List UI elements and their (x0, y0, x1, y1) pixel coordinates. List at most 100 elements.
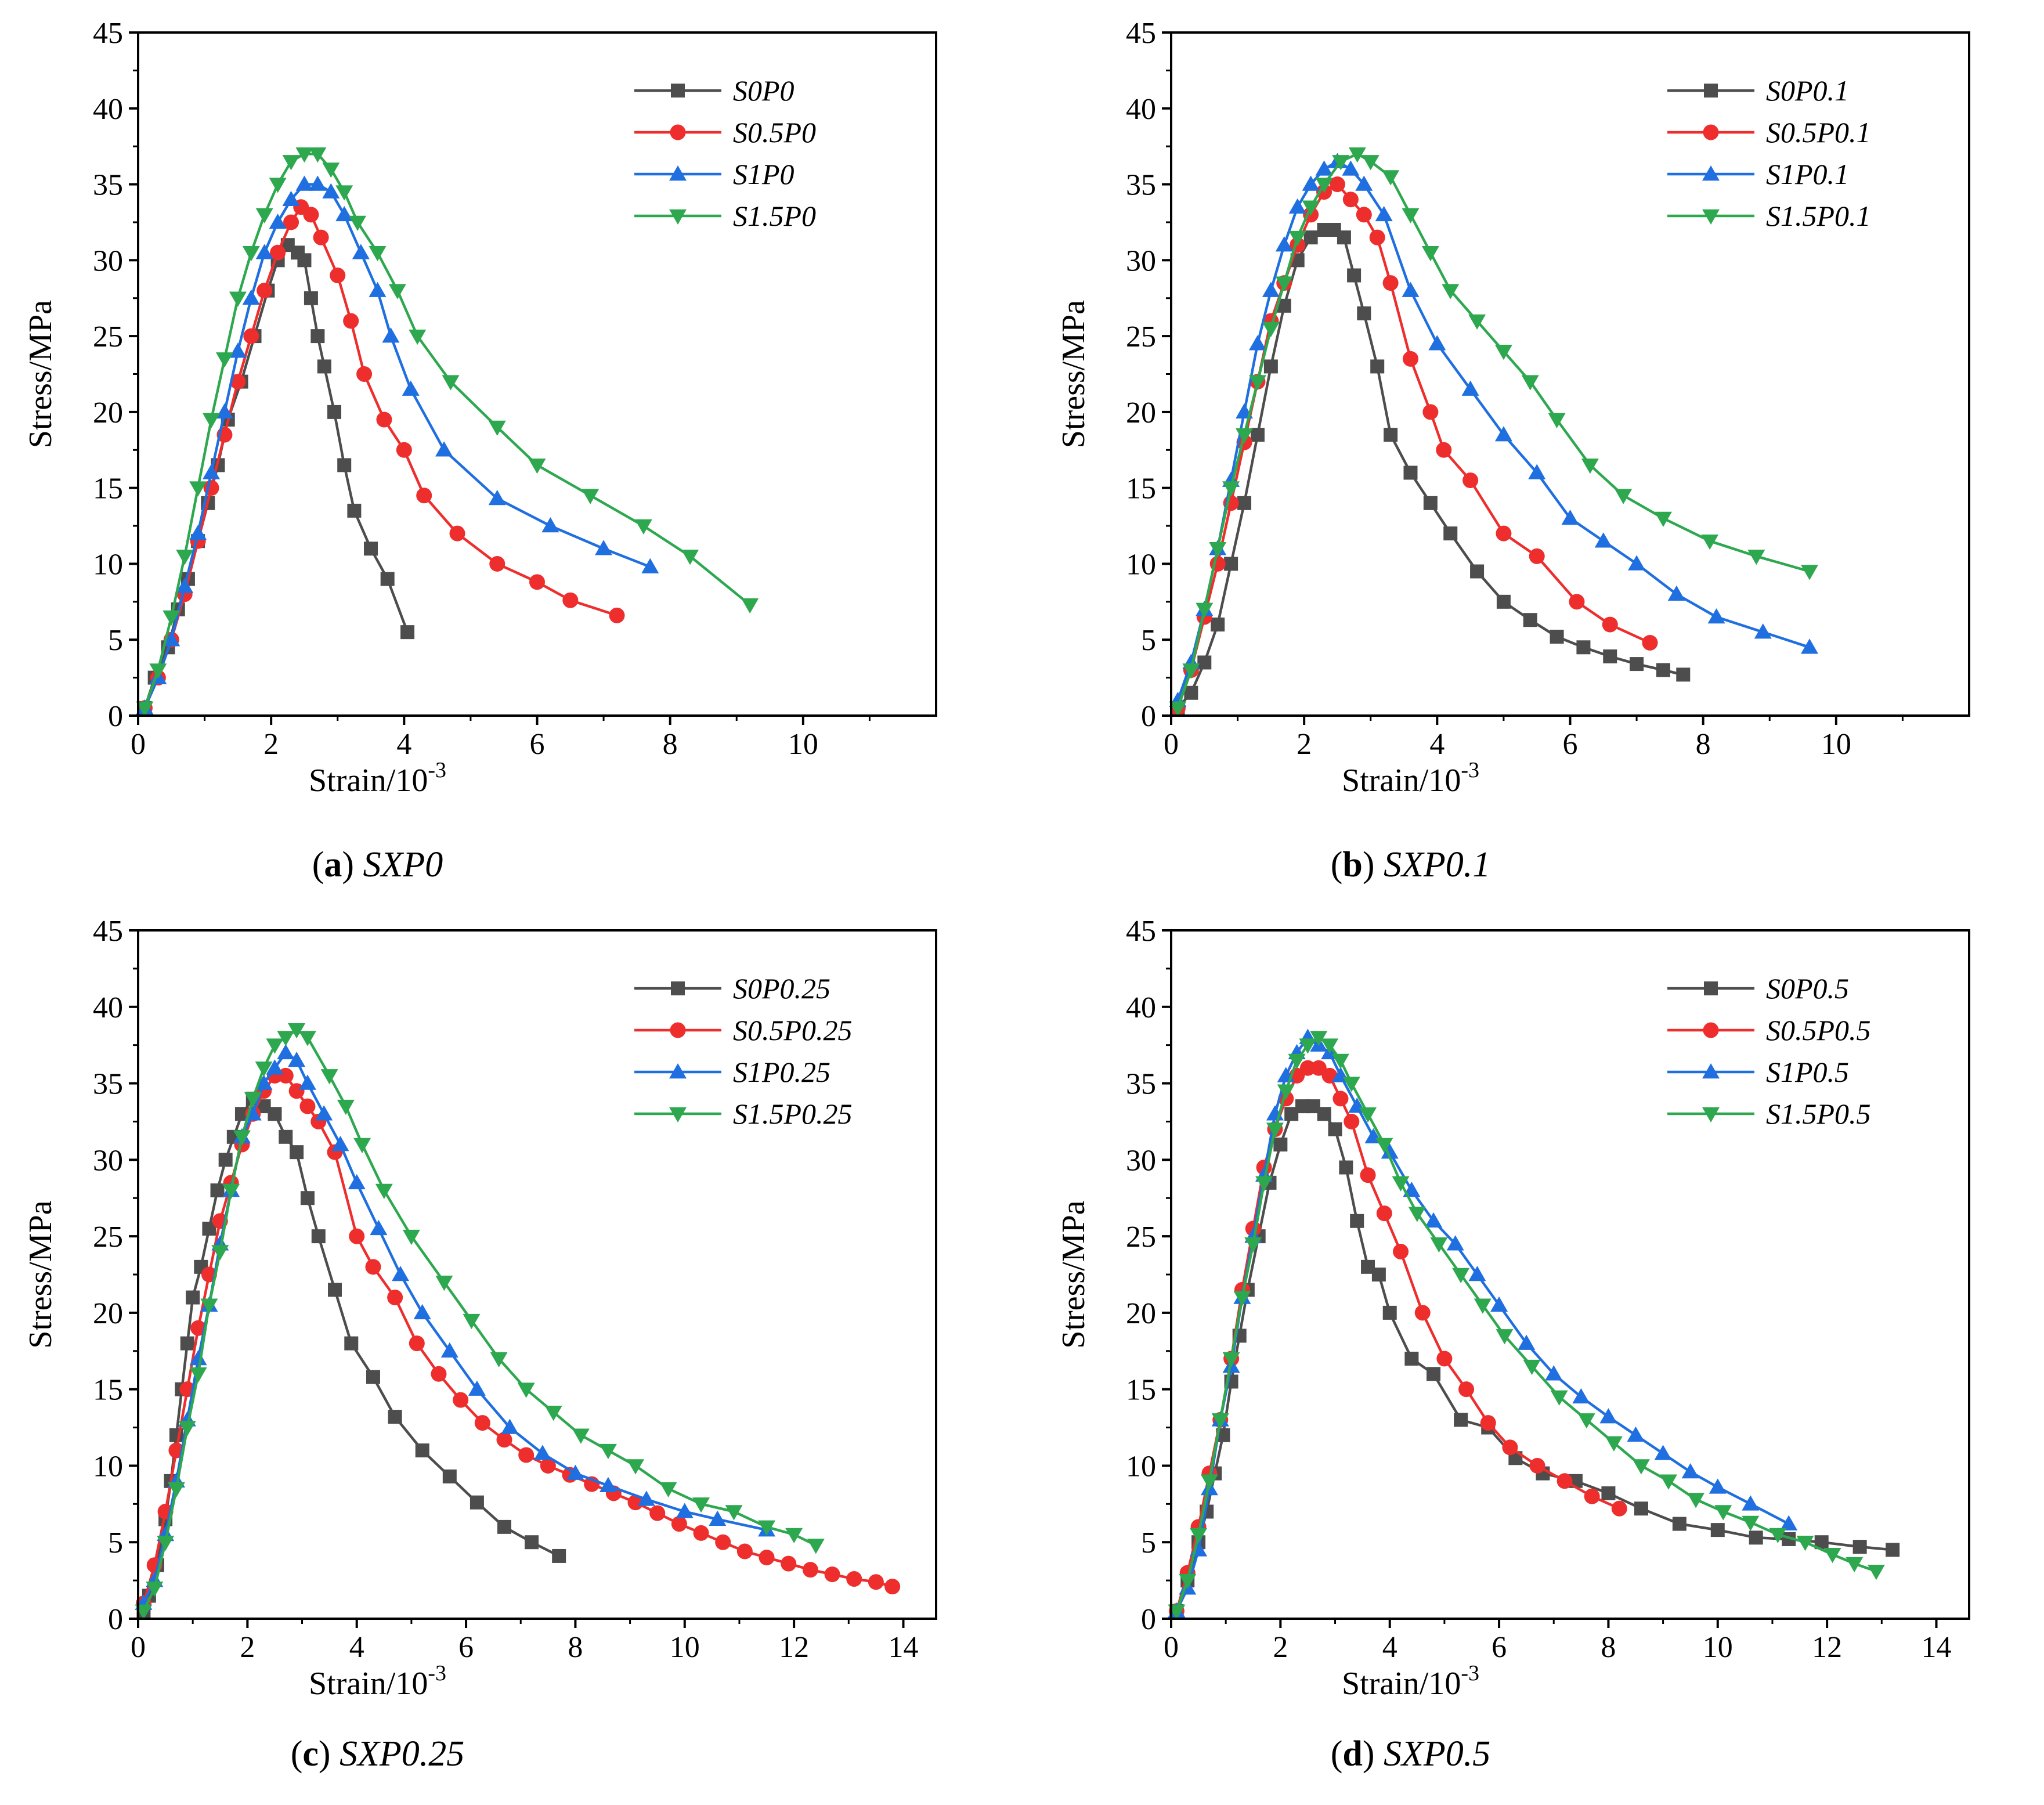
data-point (337, 458, 352, 472)
data-point (1299, 1060, 1316, 1076)
data-point (1200, 1474, 1218, 1490)
data-point (846, 1571, 862, 1587)
legend: S0P0.25 S0.5P0.25 S1P0.25 S1.5P0.25 (634, 972, 853, 1130)
data-point (282, 190, 300, 206)
y-tick-label: 0 (108, 700, 123, 733)
data-point (1529, 1457, 1545, 1474)
data-point (1344, 1113, 1360, 1129)
data-point (1355, 175, 1373, 191)
data-point (349, 1228, 365, 1244)
y-tick-label: 20 (93, 396, 123, 429)
y-axis-title: Stress/MPa (23, 300, 59, 448)
data-point (496, 1432, 512, 1448)
data-point (868, 1574, 884, 1590)
data-point (328, 1283, 342, 1297)
panel-caption: (d) SXP0.5 (1331, 1734, 1491, 1774)
data-point (344, 1336, 359, 1351)
data-point (1823, 1548, 1841, 1564)
data-point (189, 525, 207, 540)
x-tick-label: 14 (1921, 1631, 1951, 1664)
panel-caption: (c) SXP0.25 (291, 1734, 465, 1774)
series-S1P0 (136, 175, 659, 715)
legend-entry-S0.5P0.25: S0.5P0.25 (634, 1014, 853, 1046)
data-point (257, 283, 273, 299)
data-point (1376, 1205, 1392, 1222)
data-point (488, 420, 506, 436)
data-point (1244, 1237, 1262, 1253)
data-point (1190, 1528, 1208, 1544)
y-tick-label: 10 (1126, 1450, 1156, 1483)
data-point (320, 1069, 338, 1085)
data-point (1382, 1305, 1397, 1320)
data-point (322, 163, 340, 178)
y-tick-label: 5 (1141, 1526, 1156, 1559)
data-point (1569, 594, 1585, 610)
x-tick-label: 0 (1164, 728, 1179, 761)
y-tick-label: 20 (1126, 396, 1156, 429)
data-point (501, 1418, 519, 1434)
legend-entry-S0.5P0.5: S0.5P0.5 (1667, 1014, 1871, 1046)
series-S1.5P0 (136, 147, 759, 717)
series-line (143, 152, 751, 709)
data-point (1796, 1535, 1814, 1551)
data-point (544, 1405, 562, 1421)
data-point (409, 1335, 425, 1352)
legend-marker (1702, 209, 1720, 225)
data-point (1548, 413, 1566, 428)
data-point (1749, 1530, 1763, 1545)
data-point (402, 1229, 420, 1246)
data-point (343, 313, 359, 329)
data-point (1402, 208, 1420, 223)
y-tick-label: 45 (93, 17, 123, 50)
data-point (541, 517, 559, 533)
data-point (1350, 1214, 1364, 1228)
data-point (1375, 1138, 1393, 1153)
data-point (304, 291, 318, 305)
data-point (1630, 657, 1644, 672)
data-point (356, 366, 373, 382)
data-point (1628, 555, 1646, 571)
data-point (1436, 442, 1452, 458)
x-axis-title: Strain/10-3 (1342, 1661, 1479, 1702)
data-point (337, 1099, 355, 1116)
data-point (255, 208, 273, 223)
data-point (1496, 525, 1512, 542)
legend-label: S1P0.1 (1766, 158, 1849, 190)
data-point (785, 1528, 803, 1544)
data-point (283, 214, 299, 230)
data-point (1660, 1474, 1678, 1490)
data-point (641, 558, 659, 573)
data-point (136, 701, 154, 717)
legend-entry-S1P0.25: S1P0.25 (634, 1056, 830, 1088)
data-point (1681, 1463, 1699, 1479)
data-point (266, 1059, 284, 1075)
data-point (562, 592, 579, 608)
data-point (369, 246, 387, 262)
data-point (233, 1130, 251, 1146)
data-point (415, 1443, 429, 1458)
data-point (1518, 1334, 1536, 1350)
data-point (1356, 207, 1372, 223)
data-point (533, 1445, 551, 1460)
data-point (297, 253, 312, 268)
data-point (1550, 1390, 1568, 1406)
data-point (1222, 1352, 1240, 1367)
data-point (229, 342, 247, 358)
data-point (268, 1107, 282, 1121)
data-point (528, 459, 546, 474)
series-S1P0.5 (1168, 1028, 1798, 1618)
x-tick-label: 6 (458, 1631, 474, 1664)
legend-entry-S1.5P0.5: S1.5P0.5 (1667, 1098, 1871, 1130)
data-point (715, 1534, 731, 1550)
data-point (396, 442, 412, 458)
data-point (1605, 1436, 1623, 1452)
data-point (1550, 629, 1564, 644)
data-point (1403, 351, 1418, 367)
series-line (1176, 160, 1810, 701)
x-axis-title: Strain/10-3 (309, 758, 446, 799)
chart-panel-b: 0 2 4 6 8 10 0 5 10 15 20 25 30 35 40 45 Strain/10-3 Stre… (1056, 17, 1970, 885)
data-point (468, 1380, 486, 1396)
data-point (1302, 175, 1320, 191)
data-point (1490, 1296, 1508, 1312)
data-point (288, 1023, 306, 1039)
